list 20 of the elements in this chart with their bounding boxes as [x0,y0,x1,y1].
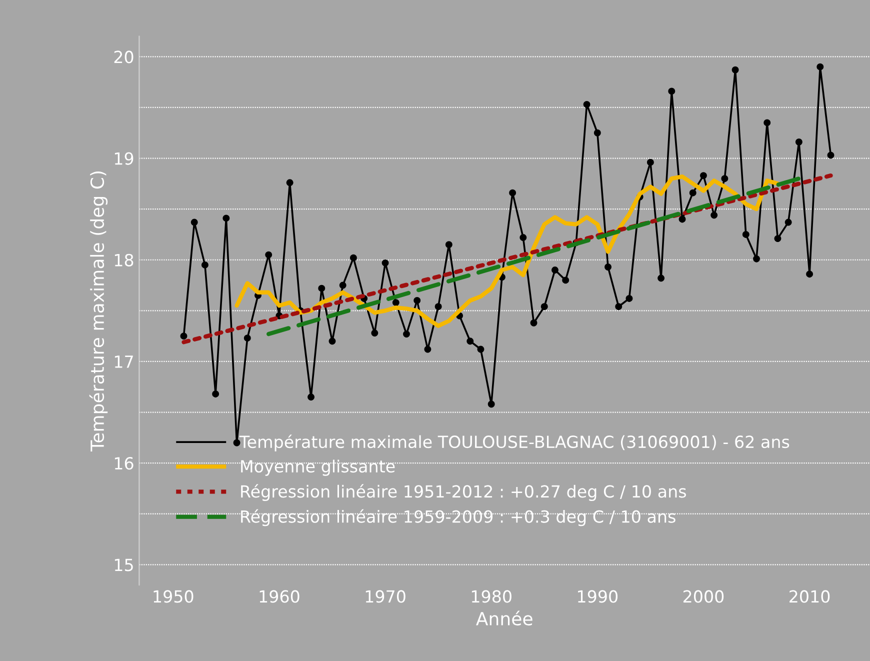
legend-label: Température maximale TOULOUSE-BLAGNAC (31069001) - 62 ans [239,434,790,452]
x-tick-label: 1980 [472,590,512,603]
x-tick-label: 1950 [154,590,194,603]
x-tick-label: 1990 [578,590,618,603]
y-tick-label: 16 [114,457,134,470]
x-tick-label: 2010 [790,590,830,603]
legend-label: Moyenne glissante [241,460,395,476]
x-tick-label: 1960 [260,590,300,603]
y-tick-label: 18 [114,254,134,266]
y-tick-label: 17 [114,356,133,368]
x-axis-title: Année [476,610,532,626]
line-series [234,174,780,328]
x-tick-label: 2000 [683,590,724,603]
y-tick-label: 20 [114,50,134,64]
x-tick-label: 1970 [366,590,406,603]
legend-label: Régression linéaire 1959-2009 : +0.3 deg C / 10 ans [241,509,676,526]
legend-label: Régression linéaire 1951-2012 : +0.27 deg C / 10 ans [241,484,686,501]
y-tick-label: 15 [114,558,133,572]
y-tick-label: 19 [114,152,134,165]
y-axis-title: Température maximale (deg C) [89,172,108,452]
